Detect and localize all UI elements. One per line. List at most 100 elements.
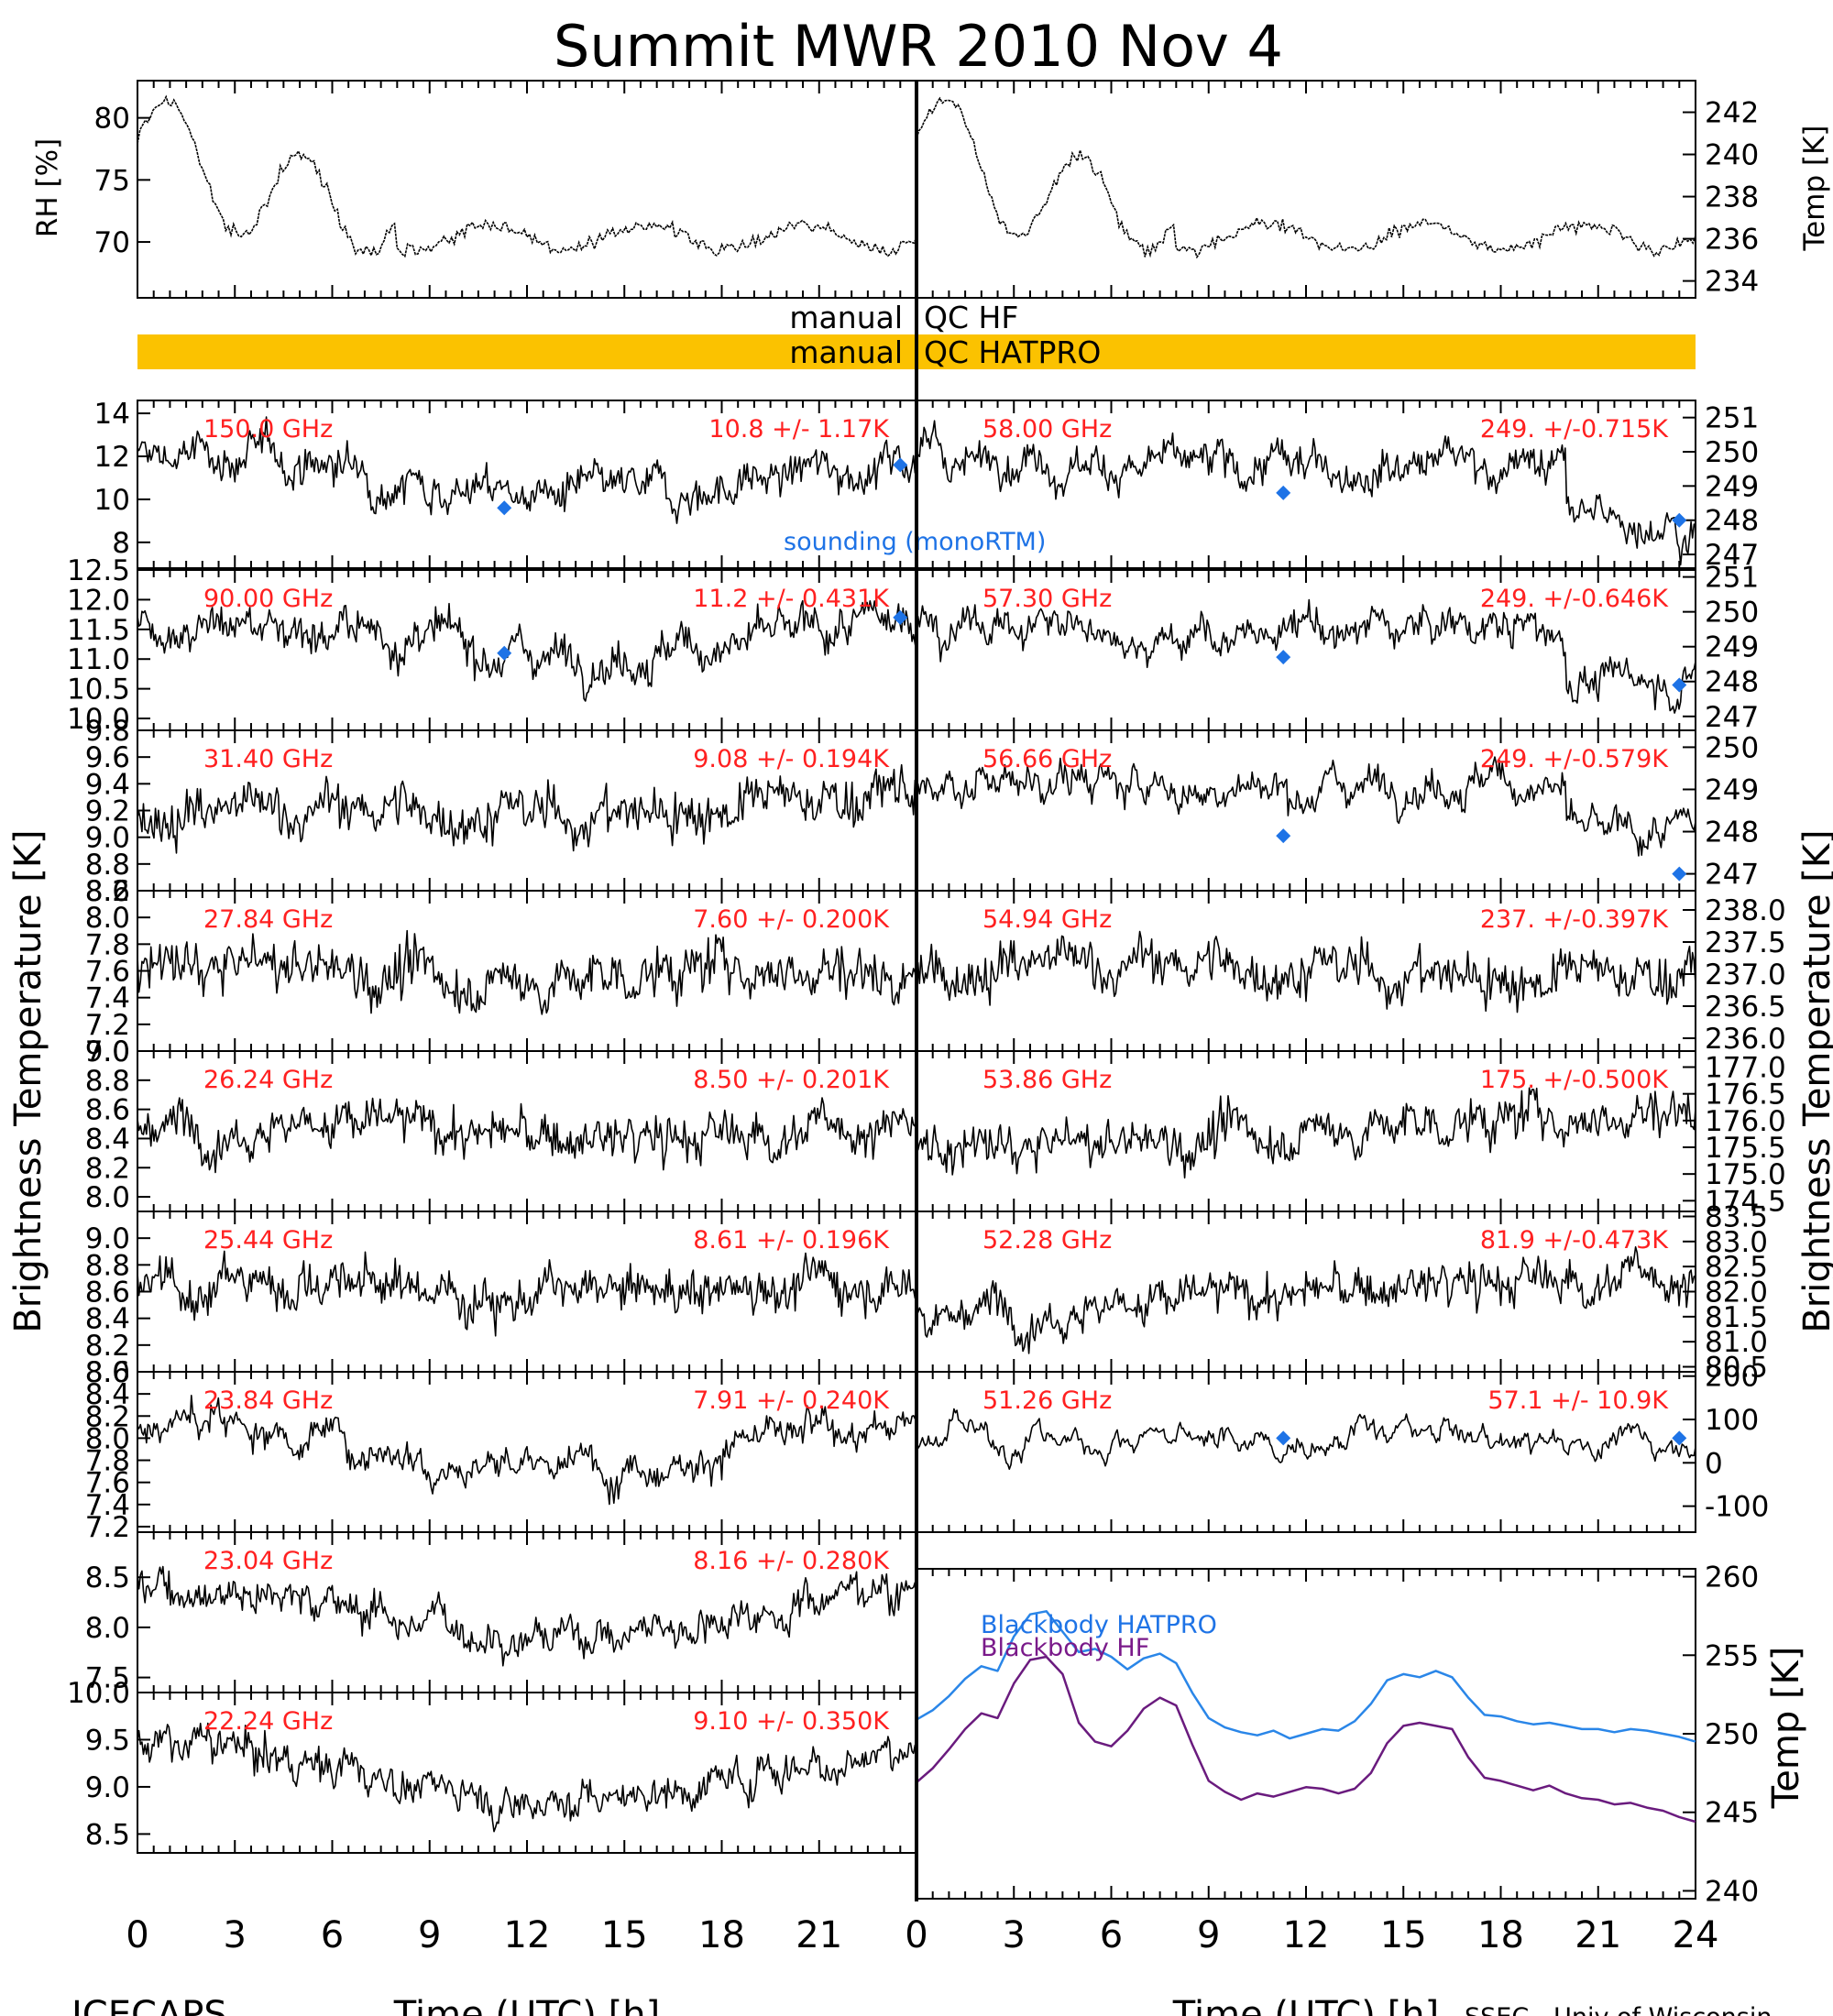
y-tick-label: 82.0 [1705, 1276, 1768, 1309]
y-tick-label: 9.4 [85, 768, 130, 801]
channel-frequency: 52.28 GHz [982, 1226, 1112, 1255]
y-tick-label: 100 [1705, 1404, 1759, 1437]
sounding-marker [893, 609, 908, 625]
blackbody-temp-label: Temp [K] [1765, 1647, 1807, 1810]
y-tick-label: 237.0 [1705, 959, 1786, 992]
met-panels: 70 75 80 RH [%] 234 236 238 240 242 Temp [K] [31, 80, 1831, 299]
y-tick-label: 7.8 [85, 1445, 130, 1478]
channel-frequency: 90.00 GHz [203, 585, 333, 613]
qc-label-1-right: QC HF [924, 300, 1018, 335]
x-tick-label-right: 9 [1197, 1914, 1220, 1956]
sounding-marker [1276, 650, 1291, 665]
y-tick-label: 238.0 [1705, 894, 1786, 927]
y-tick-label: 8.6 [85, 1094, 130, 1127]
y-tick-label: 70 [94, 226, 130, 259]
y-tick-label: 11.5 [67, 614, 130, 647]
y-tick-label: 8.4 [85, 1303, 130, 1336]
y-tick-label: 8.0 [85, 1612, 130, 1645]
y-tick-label: 8.8 [85, 1065, 130, 1098]
series-line [137, 763, 917, 854]
channel-frequency: 27.84 GHz [203, 905, 333, 934]
channel-stats: 11.2 +/- 0.431K [693, 585, 890, 613]
channel-stats: 8.50 +/- 0.201K [693, 1066, 890, 1094]
y-tick-label: 7.6 [85, 1467, 130, 1500]
x-tick-label-right: 0 [905, 1914, 927, 1956]
series-line [916, 420, 1696, 566]
channel-panel-left-0: 8 10 12 14 150.0 GHz 10.8 +/- 1.17K [94, 398, 917, 569]
footer-left-label: ICECAPS [71, 1994, 227, 2016]
y-tick-label: 9.6 [85, 741, 130, 774]
x-tick-label-left: 18 [698, 1914, 745, 1956]
channel-panel-left-6: 7.27.47.67.88.08.28.48.623.84 GHz 7.91 +/… [85, 1356, 917, 1544]
y-tick-label: 10 [94, 484, 130, 517]
footer-credit: SSEC - Univ of Wisconsin [1465, 2003, 1772, 2016]
y-tick-label: 10.5 [67, 674, 130, 707]
channel-frequency: 23.84 GHz [203, 1386, 333, 1415]
channel-stats: 8.61 +/- 0.196K [693, 1226, 890, 1255]
sounding-marker [1672, 512, 1687, 528]
series-line [137, 1250, 917, 1337]
series-line [137, 1395, 917, 1506]
x-tick-label-right: 12 [1283, 1914, 1330, 1956]
channel-frequency: 26.24 GHz [203, 1066, 333, 1094]
x-tick-label-right: 3 [1003, 1914, 1026, 1956]
channel-stats: 7.60 +/- 0.200K [693, 905, 890, 934]
y-tick-label: 9.5 [85, 1724, 130, 1757]
series-line [137, 1565, 917, 1667]
y-tick-label: 8.0 [85, 1422, 130, 1455]
y-tick-label: 8.2 [85, 1330, 130, 1363]
y-tick-label: 8.5 [85, 1561, 130, 1594]
y-tick-label: 237.5 [1705, 926, 1786, 959]
qc-label-2-left: manual [789, 334, 903, 370]
x-tick-label-right: 24 [1673, 1914, 1719, 1956]
series-line [137, 1722, 917, 1833]
y-tick-label: 248 [1705, 505, 1759, 538]
met-series-line [916, 96, 1696, 259]
x-tick-label-left: 15 [601, 1914, 648, 1956]
series-line [137, 929, 917, 1015]
y-tick-label: 250 [1705, 1718, 1759, 1751]
y-tick-label: 9.0 [85, 1771, 130, 1804]
channel-frequency: 51.26 GHz [982, 1386, 1112, 1415]
y-tick-label: 247 [1705, 859, 1759, 892]
x-tick-label-left: 9 [418, 1914, 441, 1956]
channel-stats: 9.08 +/- 0.194K [693, 745, 890, 773]
x-tick-label-right: 6 [1100, 1914, 1123, 1956]
channel-frequency: 25.44 GHz [203, 1226, 333, 1255]
blackbody-hatpro-line [916, 1610, 1696, 1743]
channel-panel-left-4: 8.08.28.48.68.89.0 26.24 GHz 8.50 +/- 0.20… [85, 1035, 917, 1214]
y-tick-label: 8.8 [85, 849, 130, 882]
channel-stats: 57.1 +/- 10.9K [1487, 1386, 1669, 1415]
y-tick-label: 8.2 [85, 1400, 130, 1433]
sounding-marker [497, 645, 512, 661]
series-line [916, 756, 1696, 857]
x-axis-label-right: Time (UTC) [h] [1172, 1994, 1439, 2016]
y-tick-label: 247 [1705, 701, 1759, 734]
channel-panel-right-2: 247 248 249 250 56.66 GHz 249. +/-0.579K [916, 729, 1759, 892]
y-tick-label: 10.0 [67, 703, 130, 736]
channel-frequency: 23.04 GHz [203, 1547, 333, 1575]
sounding-marker [1276, 1430, 1291, 1446]
series-line [916, 1246, 1696, 1354]
series-line [916, 930, 1696, 1013]
y-tick-label: 0 [1705, 1447, 1723, 1480]
y-tick-label: 175.5 [1705, 1132, 1786, 1165]
y-tick-label: -100 [1705, 1491, 1769, 1524]
channel-frequency: 31.40 GHz [203, 745, 333, 773]
y-tick-label: 7.2 [85, 1009, 130, 1042]
series-line [916, 1087, 1696, 1179]
y-tick-label: 7.4 [85, 982, 130, 1015]
channel-frequency: 54.94 GHz [982, 905, 1112, 934]
channel-frequency: 57.30 GHz [982, 585, 1112, 613]
y-tick-label: 8.8 [85, 1249, 130, 1282]
chart-title: Summit MWR 2010 Nov 4 [554, 13, 1283, 80]
channel-stats: 175. +/-0.500K [1480, 1066, 1669, 1094]
y-tick-label: 240 [1705, 1875, 1759, 1908]
x-tick-label-left: 21 [796, 1914, 842, 1956]
y-tick-label: 83.0 [1705, 1226, 1768, 1259]
channel-panel-left-1: 10.010.511.011.512.012.5 90.00 GHz 11.2 +/… [67, 554, 917, 736]
series-line [137, 599, 917, 702]
met-series-line [137, 94, 917, 258]
y-tick-label: 177.0 [1705, 1052, 1786, 1085]
